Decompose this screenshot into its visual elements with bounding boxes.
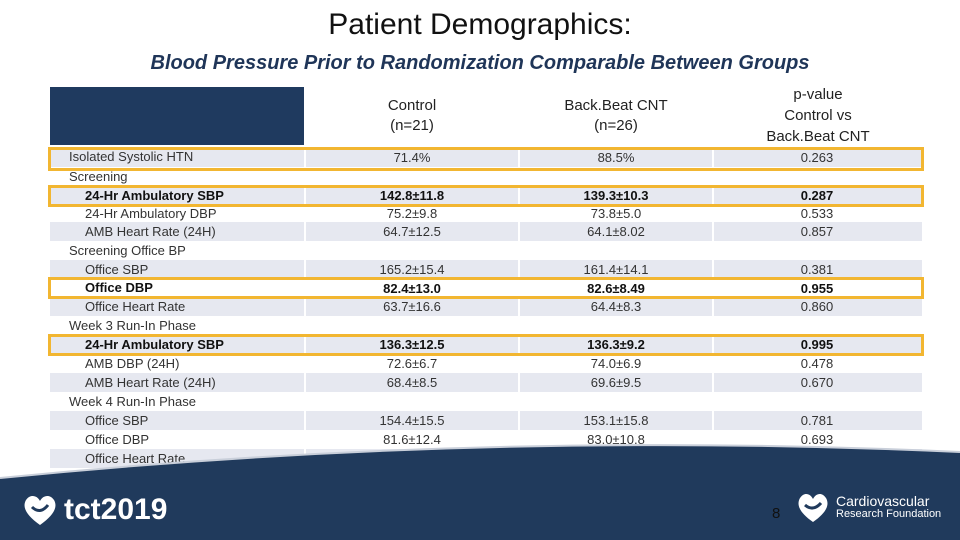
cell-pvalue (712, 392, 920, 411)
cell-pvalue: 0.670 (712, 373, 920, 392)
table-row: Office SBP 154.4±15.5 153.1±15.8 0.781 (50, 411, 922, 430)
cell-backbeat: 74.0±6.9 (518, 354, 712, 373)
cell-pvalue: 0.857 (712, 222, 920, 241)
row-label: 24-Hr Ambulatory DBP (85, 206, 217, 221)
table-row: Isolated Systolic HTN 71.4% 88.5% 0.263 (50, 147, 922, 167)
table-row: Week 4 Run-In Phase (50, 392, 922, 411)
cell-control: 154.4±15.5 (304, 411, 518, 430)
tct-logo: tct2019 (22, 493, 167, 527)
header-pvalue-text: p-value Control vs Back.Beat CNT (766, 85, 870, 145)
cell-backbeat (518, 392, 712, 411)
cell-control (304, 167, 518, 186)
cell-backbeat: 83.0±10.8 (518, 430, 712, 449)
cell-backbeat (518, 241, 712, 260)
cell-pvalue (712, 316, 920, 335)
table-row: Office DBP 81.6±12.4 83.0±10.8 0.693 (50, 430, 922, 449)
row-label: Office Heart Rate (85, 299, 186, 314)
cell-backbeat: 82.6±8.49 (518, 278, 712, 298)
cell-pvalue: 0.381 (712, 260, 920, 279)
table-header-control: Control (n=21) (306, 87, 518, 145)
table-row: 24-Hr Ambulatory SBP 142.8±11.8 139.3±10.3… (50, 186, 922, 205)
cell-control (304, 241, 518, 260)
cell-control: 165.2±15.4 (304, 260, 518, 279)
cell-pvalue: 0.287 (712, 186, 920, 205)
cell-control (304, 316, 518, 335)
table-header-backbeat: Back.Beat CNT (n=26) (520, 87, 712, 145)
table-row: Screening Office BP (50, 241, 922, 260)
table-row: 24-Hr Ambulatory DBP 75.2±9.8 73.8±5.0 0.53… (50, 204, 922, 223)
row-label: 24-Hr Ambulatory SBP (85, 337, 224, 352)
table-header-pvalue: p-value Control vs Back.Beat CNT (714, 84, 922, 146)
cell-control: 72.6±6.7 (304, 354, 518, 373)
slide-subtitle: Blood Pressure Prior to Randomization Co… (150, 52, 810, 74)
page-number: 8 (772, 505, 781, 522)
cell-backbeat: 161.4±14.1 (518, 260, 712, 279)
cell-control: 142.8±11.8 (304, 186, 518, 205)
cell-control: 64.7±12.5 (304, 222, 518, 241)
cell-backbeat (518, 167, 712, 186)
row-label: Isolated Systolic HTN (69, 149, 194, 164)
row-label: AMB DBP (24H) (85, 356, 180, 371)
cell-pvalue: 0.478 (712, 354, 920, 373)
cell-backbeat: 88.5% (518, 147, 712, 167)
cell-pvalue: 0.533 (712, 204, 920, 223)
crf-line1: Cardiovascular (836, 493, 930, 509)
cell-pvalue: 0.955 (712, 278, 920, 298)
table-row: Screening (50, 167, 922, 186)
row-label: Office DBP (85, 432, 150, 447)
header-control-text: Control (n=21) (387, 97, 437, 134)
row-label: Screening (69, 169, 128, 184)
table-row: AMB Heart Rate (24H) 64.7±12.5 64.1±8.02 0.… (50, 222, 922, 241)
tct-heart-icon (24, 495, 56, 525)
cell-control: 68.4±8.5 (304, 373, 518, 392)
row-label: AMB Heart Rate (24H) (85, 224, 216, 239)
cell-control: 136.3±12.5 (304, 335, 518, 354)
cell-control: 82.4±13.0 (304, 278, 518, 298)
cell-backbeat: 64.4±8.3 (518, 297, 712, 316)
cell-backbeat: 136.3±9.2 (518, 335, 712, 354)
row-label: Office Heart Rate (85, 451, 186, 466)
cell-control: 81.6±12.4 (304, 430, 518, 449)
cell-pvalue: 0.781 (712, 411, 920, 430)
cell-backbeat: 73.8±5.0 (518, 204, 712, 223)
table-row: 24-Hr Ambulatory SBP 136.3±12.5 136.3±9.2 0… (50, 335, 922, 354)
row-label: Week 3 Run-In Phase (69, 318, 196, 333)
cell-control (304, 392, 518, 411)
row-label: Office DBP (85, 280, 153, 295)
cell-control: 63.7±16.6 (304, 297, 518, 316)
table-row: AMB Heart Rate (24H) 68.4±8.5 69.6±9.5 0.67… (50, 373, 922, 392)
table-row: Office DBP 82.4±13.0 82.6±8.49 0.955 (50, 278, 922, 298)
cell-backbeat: 139.3±10.3 (518, 186, 712, 205)
table-header-label-cell (50, 87, 304, 145)
table-row: AMB DBP (24H) 72.6±6.7 74.0±6.9 0.478 (50, 354, 922, 373)
cell-control: 75.2±9.8 (304, 204, 518, 223)
tct-logo-text: tct2019 (64, 493, 168, 526)
crf-line2: Research Foundation (836, 508, 942, 520)
table-row: Office Heart Rate 63.7±16.6 64.4±8.3 0.860 (50, 297, 922, 316)
header-backbeat-text: Back.Beat CNT (n=26) (564, 97, 668, 134)
cell-pvalue: 0.860 (712, 297, 920, 316)
cell-pvalue: 0.693 (712, 430, 920, 449)
row-label: Week 4 Run-In Phase (69, 394, 196, 409)
cell-backbeat: 153.1±15.8 (518, 411, 712, 430)
slide-title: Patient Demographics: (328, 8, 632, 41)
table-row: Week 3 Run-In Phase (50, 316, 922, 335)
row-label: AMB Heart Rate (24H) (85, 375, 216, 390)
cell-pvalue: 0.995 (712, 335, 920, 354)
cell-pvalue: 0.263 (712, 147, 920, 167)
table-row: Office SBP 165.2±15.4 161.4±14.1 0.381 (50, 260, 922, 279)
row-label: Office SBP (85, 413, 149, 428)
crf-heart-icon (798, 493, 828, 522)
row-label: Screening Office BP (69, 243, 186, 258)
cell-pvalue (712, 241, 920, 260)
crf-logo: Cardiovascular Research Foundation (796, 492, 941, 524)
cell-pvalue (712, 167, 920, 186)
cell-control: 71.4% (304, 147, 518, 167)
row-label: 24-Hr Ambulatory SBP (85, 188, 224, 203)
cell-backbeat: 64.1±8.02 (518, 222, 712, 241)
cell-backbeat (518, 316, 712, 335)
cell-backbeat: 69.6±9.5 (518, 373, 712, 392)
row-label: Office SBP (85, 262, 149, 277)
